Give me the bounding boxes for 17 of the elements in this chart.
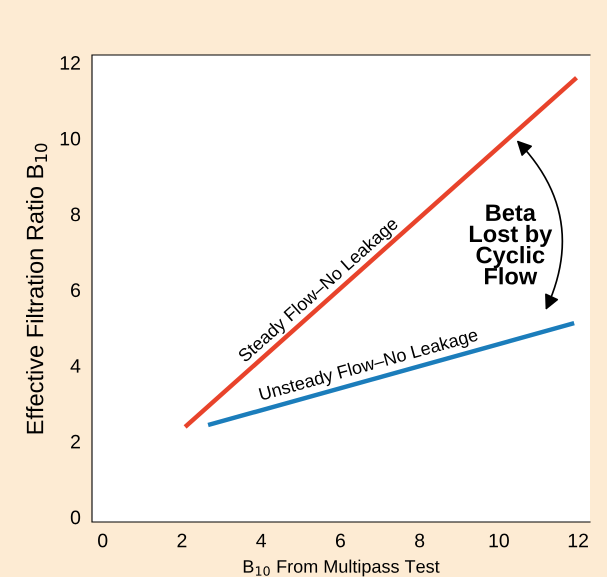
x-tick-label: 0 bbox=[98, 534, 108, 548]
y-tick-label: 6 bbox=[71, 283, 80, 298]
x-axis-title: B$_{10}$ From Multipass Test bbox=[244, 560, 440, 576]
y-tick-label: 4 bbox=[70, 359, 80, 373]
y-axis-title: Effective Filtration Ratio B$_{10}$ bbox=[26, 144, 48, 434]
y-tick-label: 2 bbox=[71, 434, 80, 448]
x-tick-label: 12 bbox=[568, 534, 588, 548]
y-tick-label: 8 bbox=[70, 208, 80, 222]
y-tick-label: 0 bbox=[70, 510, 80, 524]
x-tick-label: 4 bbox=[256, 534, 266, 548]
annotation: Beta Lost by Cyclic Flow bbox=[470, 204, 552, 285]
x-tick-label: 2 bbox=[178, 534, 186, 548]
x-tick-label: 8 bbox=[415, 534, 424, 548]
y-tick-label: 12 bbox=[60, 56, 80, 70]
x-tick-label: 6 bbox=[336, 534, 345, 548]
x-tick-label: 10 bbox=[490, 534, 509, 548]
y-tick-label: 10 bbox=[60, 132, 80, 146]
